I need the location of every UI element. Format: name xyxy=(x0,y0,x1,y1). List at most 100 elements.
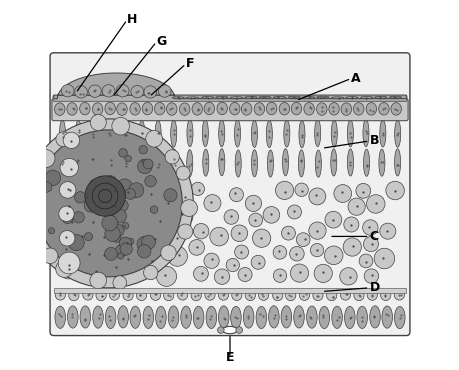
Ellipse shape xyxy=(394,120,400,147)
Ellipse shape xyxy=(328,102,339,115)
Ellipse shape xyxy=(344,306,354,329)
FancyBboxPatch shape xyxy=(53,95,406,101)
Circle shape xyxy=(90,180,97,187)
Ellipse shape xyxy=(234,120,240,147)
Circle shape xyxy=(59,182,76,198)
Circle shape xyxy=(120,243,132,255)
Ellipse shape xyxy=(229,102,240,115)
Circle shape xyxy=(226,258,239,272)
Circle shape xyxy=(24,119,193,288)
Circle shape xyxy=(308,222,325,239)
Circle shape xyxy=(90,115,106,131)
Ellipse shape xyxy=(75,150,81,177)
Circle shape xyxy=(339,268,356,285)
Ellipse shape xyxy=(123,290,133,300)
Circle shape xyxy=(324,246,342,265)
Circle shape xyxy=(106,204,115,214)
Ellipse shape xyxy=(79,102,90,115)
Circle shape xyxy=(248,213,262,227)
Ellipse shape xyxy=(190,290,201,301)
Circle shape xyxy=(88,199,95,206)
Circle shape xyxy=(237,268,252,282)
Circle shape xyxy=(362,220,377,235)
Polygon shape xyxy=(54,73,405,99)
Circle shape xyxy=(94,190,103,200)
Circle shape xyxy=(167,246,187,266)
Ellipse shape xyxy=(154,102,165,115)
Circle shape xyxy=(229,188,243,202)
Ellipse shape xyxy=(330,149,336,176)
Circle shape xyxy=(175,189,190,205)
Circle shape xyxy=(117,179,132,194)
Circle shape xyxy=(385,181,403,200)
Ellipse shape xyxy=(299,290,309,300)
Circle shape xyxy=(22,190,36,204)
Circle shape xyxy=(98,189,114,206)
Ellipse shape xyxy=(235,150,241,177)
Circle shape xyxy=(98,188,114,204)
Circle shape xyxy=(137,245,151,258)
Circle shape xyxy=(142,250,162,270)
Ellipse shape xyxy=(218,149,224,176)
Ellipse shape xyxy=(379,120,385,147)
Circle shape xyxy=(48,228,55,234)
Ellipse shape xyxy=(177,290,187,300)
Ellipse shape xyxy=(75,120,81,148)
Ellipse shape xyxy=(243,306,253,328)
Ellipse shape xyxy=(302,97,314,98)
Circle shape xyxy=(252,229,270,248)
Ellipse shape xyxy=(380,290,390,300)
Ellipse shape xyxy=(170,120,176,147)
Ellipse shape xyxy=(61,85,74,97)
Ellipse shape xyxy=(222,326,237,334)
Ellipse shape xyxy=(139,149,145,176)
Ellipse shape xyxy=(144,86,157,98)
Ellipse shape xyxy=(326,290,336,301)
Ellipse shape xyxy=(279,102,289,115)
Ellipse shape xyxy=(266,121,272,148)
Circle shape xyxy=(45,170,61,185)
Circle shape xyxy=(160,245,176,260)
Ellipse shape xyxy=(96,290,106,301)
Circle shape xyxy=(110,190,119,200)
Ellipse shape xyxy=(285,290,295,301)
Ellipse shape xyxy=(191,102,202,115)
Ellipse shape xyxy=(347,120,353,147)
Ellipse shape xyxy=(230,306,241,329)
Ellipse shape xyxy=(186,97,198,99)
Ellipse shape xyxy=(374,96,386,98)
Circle shape xyxy=(59,206,74,222)
Ellipse shape xyxy=(109,290,119,300)
Circle shape xyxy=(325,211,341,228)
Circle shape xyxy=(85,176,125,216)
Ellipse shape xyxy=(105,102,115,115)
Ellipse shape xyxy=(90,149,96,176)
Ellipse shape xyxy=(206,306,216,329)
Ellipse shape xyxy=(59,149,65,176)
Ellipse shape xyxy=(143,306,153,329)
Circle shape xyxy=(366,195,384,213)
Ellipse shape xyxy=(283,120,289,147)
Circle shape xyxy=(84,198,98,212)
Ellipse shape xyxy=(235,327,242,333)
Ellipse shape xyxy=(80,306,90,328)
Ellipse shape xyxy=(330,120,336,147)
Circle shape xyxy=(287,205,301,219)
Ellipse shape xyxy=(316,96,328,98)
Circle shape xyxy=(63,200,74,211)
Circle shape xyxy=(90,272,106,289)
Circle shape xyxy=(364,269,378,283)
Ellipse shape xyxy=(116,85,129,97)
Circle shape xyxy=(108,196,121,209)
Ellipse shape xyxy=(306,306,317,328)
Ellipse shape xyxy=(341,103,351,115)
Ellipse shape xyxy=(83,290,93,300)
Circle shape xyxy=(112,234,121,242)
Circle shape xyxy=(214,269,229,285)
Ellipse shape xyxy=(230,97,242,98)
Ellipse shape xyxy=(394,306,404,329)
Circle shape xyxy=(165,150,179,164)
Ellipse shape xyxy=(298,121,304,148)
Text: G: G xyxy=(156,35,167,48)
Ellipse shape xyxy=(202,149,208,176)
